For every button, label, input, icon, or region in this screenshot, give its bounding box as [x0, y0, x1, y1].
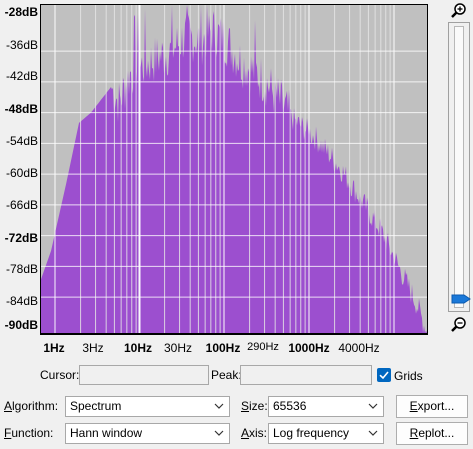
x-label: 3Hz — [82, 341, 104, 355]
y-label: -36dB — [5, 38, 38, 52]
function-value: Hann window — [70, 426, 143, 440]
chevron-down-icon — [368, 430, 378, 436]
zoom-out-icon[interactable] — [450, 316, 468, 334]
axis-label: Axis: — [241, 426, 268, 440]
axis-value: Log frequency — [273, 426, 350, 440]
checkmark-icon — [379, 371, 389, 380]
y-label: -90dB — [4, 318, 38, 332]
axis-select[interactable]: Log frequency — [268, 423, 384, 444]
algorithm-label: Algorithm: — [4, 399, 59, 413]
x-label: 290Hz — [247, 341, 279, 353]
size-select[interactable]: 65536 — [268, 396, 384, 417]
algorithm-value: Spectrum — [70, 399, 122, 413]
y-label: -72dB — [4, 231, 38, 245]
function-label: Function: — [4, 426, 54, 440]
y-label: -84dB — [5, 294, 38, 308]
size-value: 65536 — [273, 399, 307, 413]
y-label: -48dB — [4, 102, 38, 116]
x-axis-line — [40, 334, 428, 335]
cursor-label: Cursor: — [40, 368, 80, 382]
x-label: 1Hz — [43, 341, 65, 355]
y-label: -42dB — [5, 69, 38, 83]
x-label: 4000Hz — [338, 341, 380, 355]
y-label: -54dB — [5, 134, 38, 148]
x-label: 10Hz — [123, 341, 153, 355]
y-label: -78dB — [5, 262, 38, 276]
chevron-down-icon — [214, 430, 224, 436]
spectrum-svg — [41, 5, 427, 333]
grids-checkbox[interactable] — [377, 368, 391, 382]
spectrum-plot[interactable] — [40, 4, 428, 334]
y-label: -66dB — [5, 198, 38, 212]
x-label: 30Hz — [163, 341, 193, 355]
peak-label: Peak: — [211, 368, 242, 382]
vertical-zoom-slider[interactable] — [448, 22, 470, 312]
y-label: -60dB — [5, 166, 38, 180]
zoom-in-icon[interactable] — [450, 2, 468, 20]
chevron-down-icon — [368, 403, 378, 409]
chevron-down-icon — [214, 403, 224, 409]
size-label: Size: — [241, 399, 268, 413]
function-select[interactable]: Hann window — [65, 423, 230, 444]
x-label: 100Hz — [205, 341, 241, 355]
cursor-field — [79, 365, 209, 385]
export-button[interactable]: Export... — [396, 395, 468, 418]
vertical-zoom-slider-thumb[interactable] — [451, 294, 471, 304]
algorithm-select[interactable]: Spectrum — [65, 396, 230, 417]
x-label: 1000Hz — [288, 341, 330, 355]
peak-field — [240, 365, 372, 385]
spectrum-area — [41, 5, 427, 333]
vertical-zoom-slider-track — [454, 26, 464, 308]
replot-button[interactable]: Replot... — [396, 422, 468, 445]
y-label: -28dB — [4, 5, 38, 19]
grids-label: Grids — [394, 369, 423, 383]
